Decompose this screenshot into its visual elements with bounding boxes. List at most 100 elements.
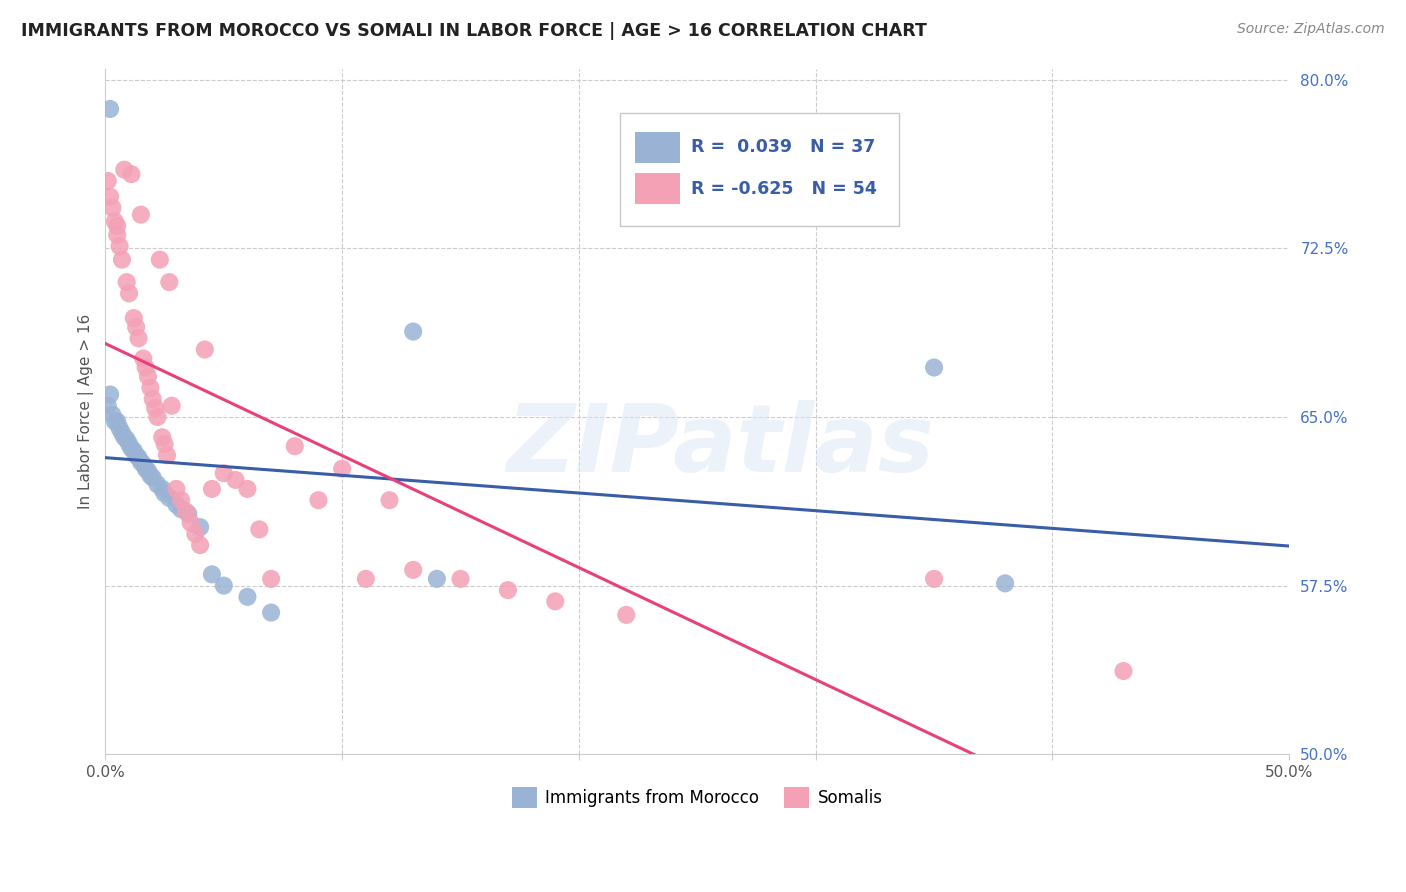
Point — [125, 320, 148, 334]
Point — [194, 343, 217, 357]
Point — [994, 576, 1017, 591]
Point — [188, 520, 211, 534]
Point — [212, 578, 235, 592]
Point — [135, 461, 157, 475]
Point — [97, 174, 120, 188]
Point — [1112, 664, 1135, 678]
Text: IMMIGRANTS FROM MOROCCO VS SOMALI IN LABOR FORCE | AGE > 16 CORRELATION CHART: IMMIGRANTS FROM MOROCCO VS SOMALI IN LAB… — [21, 22, 927, 40]
Text: ZIPatlas: ZIPatlas — [508, 400, 935, 491]
Point — [125, 448, 148, 462]
Point — [108, 421, 131, 435]
Point — [544, 594, 567, 608]
Point — [120, 442, 142, 456]
Point — [402, 563, 425, 577]
Y-axis label: In Labor Force | Age > 16: In Labor Force | Age > 16 — [79, 314, 94, 509]
Point — [150, 430, 173, 444]
Point — [129, 208, 152, 222]
Point — [614, 607, 637, 622]
Point — [157, 491, 180, 505]
Point — [122, 311, 145, 326]
Bar — [634, 132, 679, 163]
Point — [236, 590, 259, 604]
Point — [111, 252, 134, 267]
Point — [105, 227, 128, 242]
Point — [922, 572, 945, 586]
Point — [146, 409, 169, 424]
Point — [308, 493, 330, 508]
Point — [156, 448, 179, 462]
Point — [212, 466, 235, 480]
Point — [180, 516, 202, 530]
Point — [98, 102, 121, 116]
Point — [139, 381, 162, 395]
Point — [247, 522, 270, 536]
Point — [115, 275, 138, 289]
Point — [153, 486, 176, 500]
Point — [143, 401, 166, 415]
Point — [165, 498, 187, 512]
Point — [104, 415, 127, 429]
Point — [132, 351, 155, 366]
Point — [112, 162, 135, 177]
Point — [128, 450, 150, 465]
Legend: Immigrants from Morocco, Somalis: Immigrants from Morocco, Somalis — [505, 780, 890, 814]
Point — [139, 468, 162, 483]
Point — [105, 415, 128, 429]
FancyBboxPatch shape — [620, 113, 898, 227]
Point — [108, 239, 131, 253]
Point — [260, 572, 283, 586]
Point — [118, 437, 141, 451]
Point — [170, 493, 193, 508]
Point — [118, 286, 141, 301]
Point — [165, 482, 187, 496]
Point — [402, 325, 425, 339]
Bar — [634, 173, 679, 204]
Text: R =  0.039   N = 37: R = 0.039 N = 37 — [692, 138, 876, 156]
Point — [150, 482, 173, 496]
Point — [135, 360, 157, 375]
Point — [149, 252, 172, 267]
Point — [101, 408, 124, 422]
Point — [105, 219, 128, 233]
Point — [177, 507, 200, 521]
Point — [136, 369, 159, 384]
Point — [142, 392, 165, 406]
Point — [174, 504, 197, 518]
Point — [201, 482, 224, 496]
Point — [170, 502, 193, 516]
Point — [496, 583, 519, 598]
Point — [157, 275, 180, 289]
Point — [115, 433, 138, 447]
Point — [354, 572, 377, 586]
Point — [112, 430, 135, 444]
Point — [111, 425, 134, 440]
Point — [153, 437, 176, 451]
Point — [136, 464, 159, 478]
Point — [188, 538, 211, 552]
Point — [450, 572, 472, 586]
Point — [236, 482, 259, 496]
Point — [426, 572, 449, 586]
Point — [142, 471, 165, 485]
Point — [101, 201, 124, 215]
Point — [201, 567, 224, 582]
Point — [922, 360, 945, 375]
Text: Source: ZipAtlas.com: Source: ZipAtlas.com — [1237, 22, 1385, 37]
Point — [98, 387, 121, 401]
Point — [104, 214, 127, 228]
Point — [378, 493, 401, 508]
Point — [284, 439, 307, 453]
Point — [122, 443, 145, 458]
Point — [184, 527, 207, 541]
Point — [225, 473, 247, 487]
Point — [330, 461, 353, 475]
Point — [132, 457, 155, 471]
Point — [120, 167, 142, 181]
Point — [260, 606, 283, 620]
Point — [146, 477, 169, 491]
Text: R = -0.625   N = 54: R = -0.625 N = 54 — [692, 179, 877, 197]
Point — [98, 189, 121, 203]
Point — [97, 399, 120, 413]
Point — [160, 399, 183, 413]
Point — [128, 331, 150, 345]
